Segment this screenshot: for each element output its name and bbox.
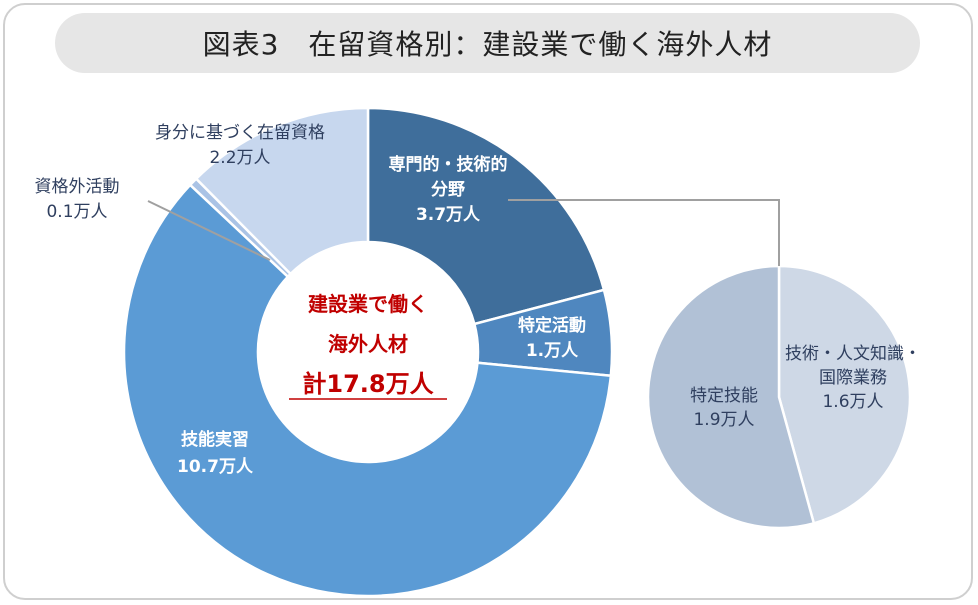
main-slice-1 <box>366 106 606 326</box>
main-label-1-line-3: 3.7万人 <box>416 205 481 225</box>
sub-label-1-line-2: 国際業務 <box>819 368 887 388</box>
sub-label-1-line-1: 技術・人文知識・ <box>785 344 921 364</box>
sub-slice-2 <box>646 264 816 530</box>
main-label-4-line-1: 資格外活動 <box>35 177 120 197</box>
center-line-1: 建設業で働く <box>308 292 428 316</box>
main-label-2-line-2: 1.万人 <box>526 341 579 361</box>
leader-shikakugai <box>147 200 271 261</box>
sub-pie <box>646 264 912 530</box>
main-label-5-line-2: 2.2万人 <box>209 148 270 168</box>
chart-title: 図表3 在留資格別：建設業で働く海外人材 <box>202 28 773 61</box>
leader-breakdown <box>508 199 780 266</box>
main-slice-5 <box>194 106 370 276</box>
main-label-4-line-2: 0.1万人 <box>46 202 107 222</box>
main-label-3-line-1: 技能実習 <box>181 429 249 450</box>
sub-label-2-line-2: 1.9万人 <box>693 410 754 430</box>
main-slice-3 <box>122 183 613 598</box>
main-label-3-line-2: 10.7万人 <box>177 457 254 477</box>
center-total: 計17.8万人 <box>302 370 433 398</box>
sub-slice-1 <box>777 264 912 525</box>
main-label-1-line-1: 専門的・技術的 <box>389 154 508 175</box>
donut-center: 建設業で働く 海外人材 計17.8万人 <box>289 292 447 400</box>
main-label-1-line-2: 分野 <box>431 180 465 200</box>
sub-label-1-line-3: 1.6万人 <box>822 392 883 412</box>
title-bar: 図表3 在留資格別：建設業で働く海外人材 <box>55 13 920 73</box>
main-label-2-line-1: 特定活動 <box>518 315 586 336</box>
sub-label-2-line-1: 特定技能 <box>690 386 758 406</box>
leader-lines <box>147 199 780 266</box>
main-label-5-line-1: 身分に基づく在留資格 <box>155 123 325 143</box>
center-line-2: 海外人材 <box>328 332 408 356</box>
main-donut <box>122 106 614 598</box>
